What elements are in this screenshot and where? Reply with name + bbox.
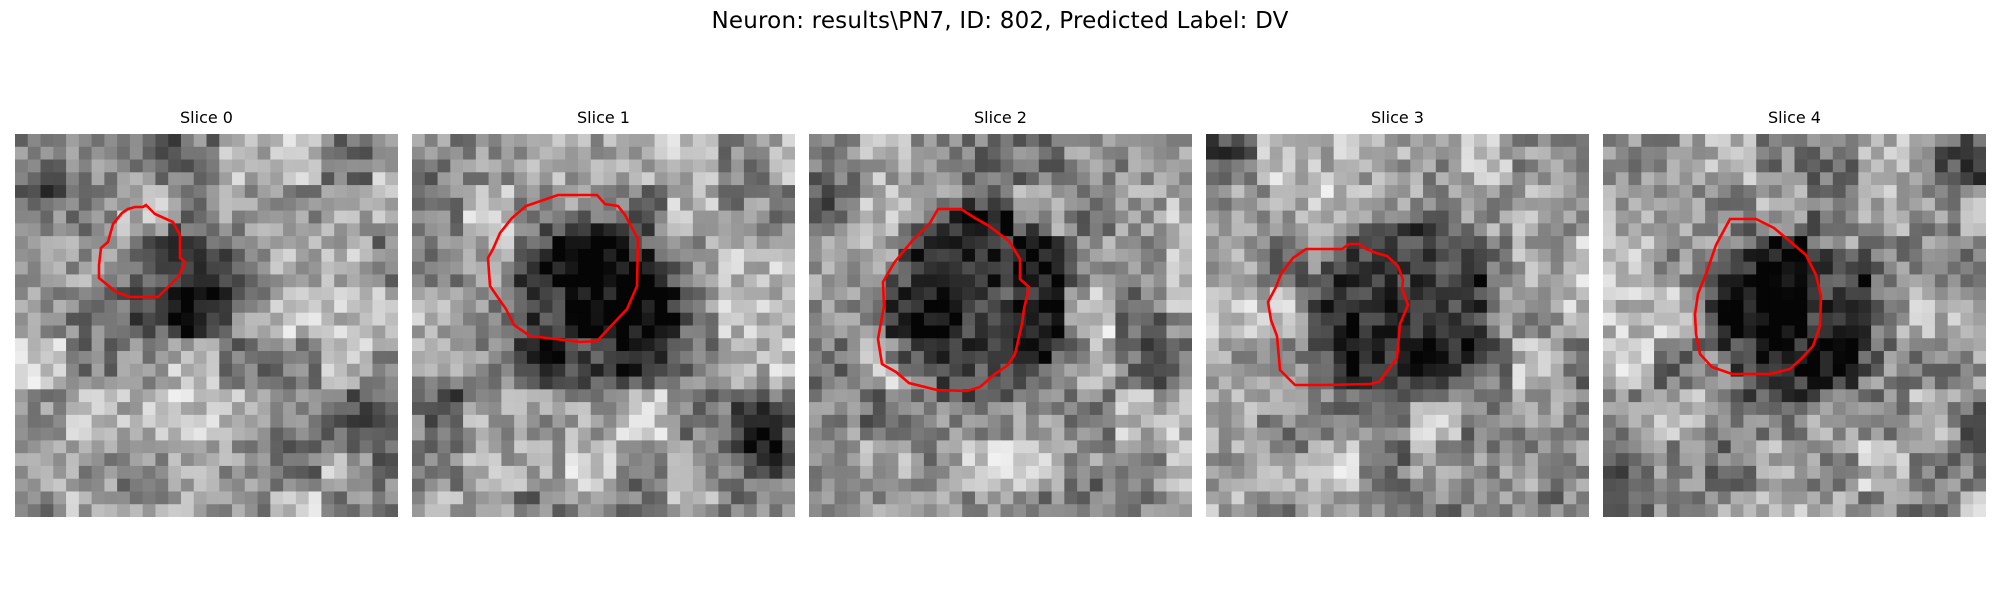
slice-title: Slice 2 xyxy=(974,108,1027,127)
slice-panel-3: Slice 3 xyxy=(1206,108,1589,517)
slice-image-4 xyxy=(1603,134,1986,517)
neuron-contour xyxy=(1266,242,1410,387)
slice-image-3 xyxy=(1206,134,1589,517)
slice-title: Slice 0 xyxy=(180,108,233,127)
slice-title: Slice 4 xyxy=(1768,108,1821,127)
neuron-contour xyxy=(876,207,1031,393)
slice-image-0 xyxy=(15,134,398,517)
figure-title: Neuron: results\PN7, ID: 802, Predicted … xyxy=(711,8,1289,34)
neuron-contour xyxy=(486,193,640,344)
slice-panel-1: Slice 1 xyxy=(412,108,795,517)
pixel-mosaic xyxy=(1603,134,1986,517)
pixel-mosaic xyxy=(1206,134,1589,517)
pixel-mosaic xyxy=(412,134,795,517)
slice-image-2 xyxy=(809,134,1192,517)
neuron-contour xyxy=(97,203,187,299)
pixel-mosaic xyxy=(809,134,1192,517)
pixel-mosaic xyxy=(15,134,398,517)
slice-image-1 xyxy=(412,134,795,517)
slice-panel-0: Slice 0 xyxy=(15,108,398,517)
slice-title: Slice 3 xyxy=(1371,108,1424,127)
slice-title: Slice 1 xyxy=(577,108,630,127)
neuron-contour xyxy=(1693,217,1823,376)
slice-panel-2: Slice 2 xyxy=(809,108,1192,517)
slice-panel-4: Slice 4 xyxy=(1603,108,1986,517)
